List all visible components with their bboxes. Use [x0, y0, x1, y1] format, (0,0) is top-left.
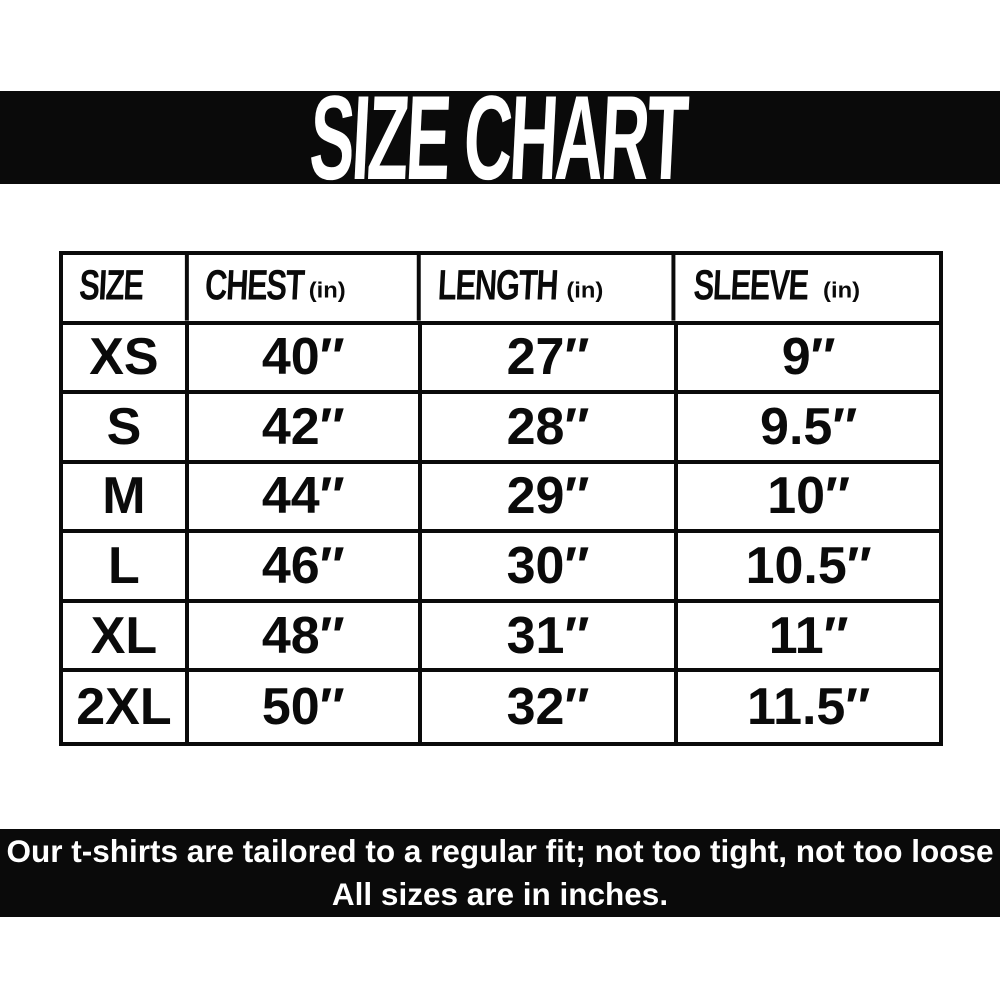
- svg-text:(in): (in): [309, 277, 346, 302]
- svg-text:SIZE CHART: SIZE CHART: [307, 91, 691, 184]
- svg-text:(in): (in): [823, 277, 860, 302]
- svg-text:SLEEVE: SLEEVE: [692, 261, 809, 309]
- svg-text:CHEST: CHEST: [204, 261, 306, 309]
- svg-text:LENGTH: LENGTH: [437, 261, 559, 309]
- svg-text:(in): (in): [566, 277, 603, 302]
- svg-text:SIZE: SIZE: [78, 261, 145, 309]
